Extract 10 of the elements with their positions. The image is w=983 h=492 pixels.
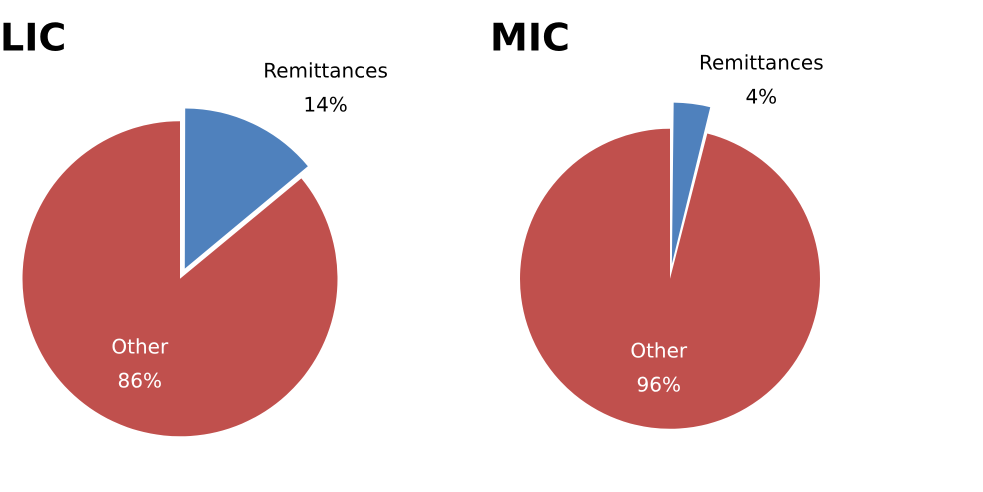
slice-label: Other [630,338,688,362]
chart-title: MIC [490,16,570,60]
chart-title: LIC [0,16,66,60]
slice-label: Other [111,334,169,359]
data-label: 14% [303,92,348,116]
slice-label: Remittances [263,58,388,82]
slice-label: Remittances [698,50,824,74]
data-label: 4% [745,84,778,108]
data-label: 96% [636,372,681,396]
data-label: 86% [118,368,162,393]
